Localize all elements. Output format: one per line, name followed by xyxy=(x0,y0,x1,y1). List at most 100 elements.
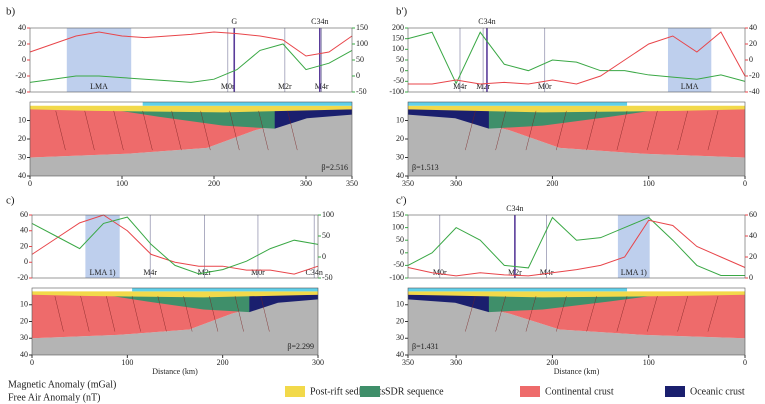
anomaly-line xyxy=(407,216,745,276)
anomaly-line xyxy=(29,31,353,57)
x-tick-label: 300 xyxy=(300,179,312,188)
y2-tick-label: 100 xyxy=(356,39,368,48)
lma-label: LMA 1) xyxy=(90,268,116,277)
lma-band xyxy=(667,28,712,92)
panel-label: c) xyxy=(6,195,15,207)
x-tick-label: 200 xyxy=(208,179,220,188)
section-layer xyxy=(408,298,745,355)
section-layer xyxy=(103,294,278,313)
depth-tick-label: 10 xyxy=(20,300,28,309)
fault xyxy=(106,295,116,332)
y-tick-label: 20 xyxy=(20,241,28,250)
y2-tick-label: 40 xyxy=(749,23,757,32)
depth-tick-label: 40 xyxy=(20,350,28,359)
anomaly-line xyxy=(29,43,353,83)
anomaly-legend: Magnetic Anomaly (mGal) xyxy=(8,379,116,390)
y2-tick-label: 0 xyxy=(749,273,753,282)
y-tick-label: 100 xyxy=(392,44,404,53)
anomaly-line xyxy=(408,31,746,85)
fault xyxy=(131,295,141,332)
section-layer xyxy=(408,291,745,298)
fault xyxy=(647,110,658,151)
fault xyxy=(525,110,537,151)
y-tick-label: 200 xyxy=(392,23,404,32)
beta-label: β=1.513 xyxy=(412,163,439,172)
depth-tick-label: 20 xyxy=(396,316,404,325)
y-tick-label: 40 xyxy=(18,23,26,32)
anomaly-line xyxy=(31,214,319,275)
y-tick-label: 100 xyxy=(392,222,404,231)
fault xyxy=(200,110,211,151)
y-tick-label: 150 xyxy=(392,33,404,42)
fault xyxy=(258,110,269,151)
section-layer xyxy=(408,105,745,113)
fault xyxy=(84,110,95,151)
anomaly-legend: Free Air Anomaly (nT) xyxy=(8,392,100,403)
chron-label: M0r xyxy=(433,268,447,277)
layer-legend: Oceanic crust xyxy=(690,386,745,397)
fault xyxy=(586,295,597,332)
top-marker-label: G xyxy=(231,17,237,26)
depth-tick-label: 20 xyxy=(20,316,28,325)
depth-tick-label: 40 xyxy=(18,171,26,180)
fault xyxy=(113,110,124,151)
top-marker-label: C34n xyxy=(311,17,328,26)
section-layer xyxy=(455,294,661,313)
fault xyxy=(142,110,153,151)
chron-label: M0r xyxy=(538,82,552,91)
y-tick-label: -20 xyxy=(15,71,26,80)
section-layer xyxy=(408,288,628,292)
y-tick-label: 50 xyxy=(396,235,404,244)
depth-tick-label: 30 xyxy=(396,333,404,342)
chron-label: M2r xyxy=(278,82,292,91)
plot-frame xyxy=(407,214,746,279)
fault xyxy=(677,295,688,332)
x-tick-label: 0 xyxy=(743,358,747,367)
y2-tick-label: 40 xyxy=(749,231,757,240)
chron-label: M0r xyxy=(221,82,235,91)
y2-tick-label: 100 xyxy=(322,210,334,219)
x-tick-label: 200 xyxy=(217,358,229,367)
y-tick-label: -100 xyxy=(389,273,404,282)
y2-tick-label: 0 xyxy=(356,71,360,80)
y-tick-label: 150 xyxy=(392,210,404,219)
y-tick-label: 0 xyxy=(400,65,404,74)
lma-band xyxy=(66,28,132,92)
beta-label: β=2.299 xyxy=(287,342,314,351)
y-tick-label: -50 xyxy=(393,76,404,85)
fault xyxy=(234,295,244,332)
y-tick-label: 20 xyxy=(18,39,26,48)
x-axis-title: Distance (km) xyxy=(152,367,198,376)
section-layer xyxy=(408,109,489,129)
section-layer xyxy=(455,109,661,129)
x-tick-label: 0 xyxy=(30,358,34,367)
fault xyxy=(465,110,476,151)
chron-label: M4r xyxy=(540,268,554,277)
x-tick-label: 300 xyxy=(450,179,462,188)
y-tick-label: 50 xyxy=(396,55,404,64)
section-layer xyxy=(132,288,318,292)
depth-tick-label: 10 xyxy=(18,115,26,124)
chron-label: M4r xyxy=(315,82,329,91)
y2-tick-label: -50 xyxy=(356,87,367,96)
x-tick-label: 100 xyxy=(643,358,655,367)
top-marker-label: C34n xyxy=(506,204,523,213)
fault xyxy=(55,110,66,151)
beta-label: β=1.431 xyxy=(412,342,439,351)
y2-tick-label: 50 xyxy=(322,231,330,240)
y-tick-label: 0 xyxy=(22,55,26,64)
section-layer xyxy=(408,113,745,176)
fault xyxy=(556,295,567,332)
fault xyxy=(495,295,506,332)
chron-label: M0r xyxy=(251,268,265,277)
y2-tick-label: -50 xyxy=(322,273,333,282)
fault xyxy=(465,295,476,332)
chron-label: M2r xyxy=(476,82,490,91)
layer-swatch xyxy=(665,386,685,397)
x-tick-label: 100 xyxy=(121,358,133,367)
depth-tick-label: 20 xyxy=(18,134,26,143)
fault xyxy=(525,295,537,332)
section-layer xyxy=(274,109,352,129)
panel-label: b) xyxy=(6,6,16,18)
